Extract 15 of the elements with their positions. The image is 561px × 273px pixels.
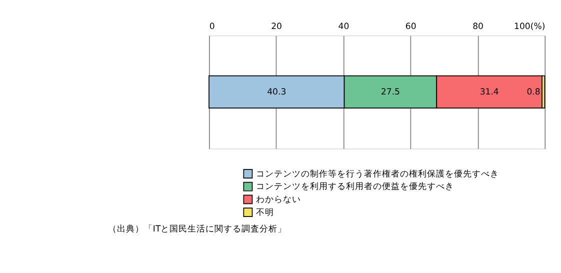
data-label: 31.4 (480, 88, 499, 98)
data-label: 27.5 (380, 88, 400, 98)
legend-label: コンテンツを利用する利用者の便益を優先すべき (256, 181, 454, 192)
x-tick-label: 100(%) (514, 22, 546, 32)
x-tick-label: 0 (209, 22, 215, 32)
x-tick-label: 20 (271, 22, 282, 32)
data-label: 0.8 (526, 88, 540, 98)
text: （出典）「ITと国民生活に関する調査分析」 (108, 224, 287, 235)
legend-label: コンテンツの制作等を行う著作権者の権利保護を優先すべき (256, 168, 500, 180)
legend-label: 不明 (256, 206, 274, 218)
x-tick-label: 80 (472, 22, 484, 32)
x-tick-label: 60 (405, 22, 416, 32)
legend-label: わからない (256, 195, 302, 206)
x-tick-label: 40 (338, 22, 350, 32)
data-label: 40.3 (267, 88, 286, 98)
